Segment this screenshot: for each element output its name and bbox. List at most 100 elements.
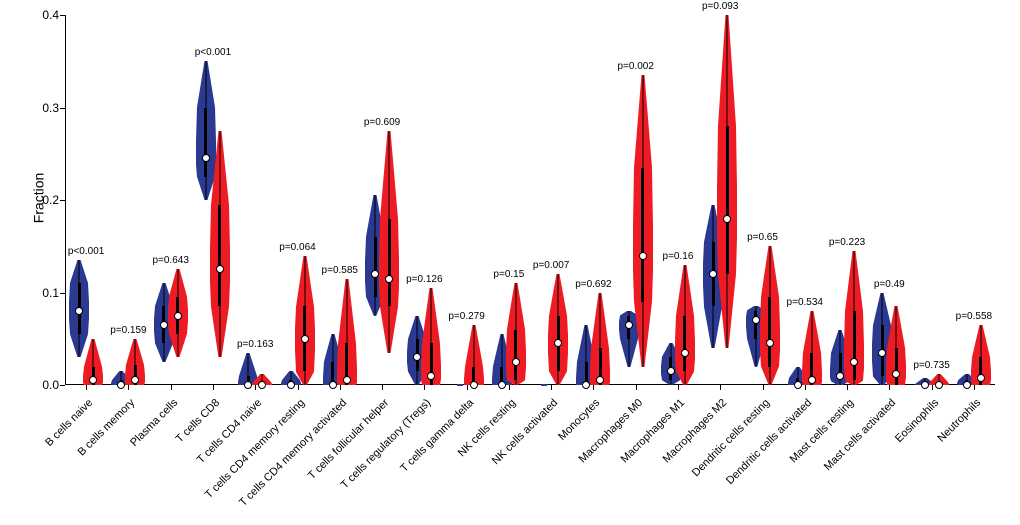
x-tick-mark [763,385,764,390]
x-tick-mark [720,385,721,390]
y-tick-label: 0.4 [33,8,59,22]
x-tick-mark [382,385,383,390]
x-tick-mark [171,385,172,390]
p-value-label: p=0.49 [874,279,905,290]
p-value-label: p=0.223 [829,237,865,248]
p-value-label: p=0.558 [956,311,992,322]
iqr-b-15 [726,126,729,274]
y-tick-label: 0.0 [33,378,59,392]
median-a-3 [202,154,210,162]
x-tick-mark [932,385,933,390]
median-b-17 [808,376,816,384]
x-tick-mark [551,385,552,390]
x-tick-mark [424,385,425,390]
median-b-14 [681,349,689,357]
p-value-label: p=0.609 [364,117,400,128]
p-value-label: p=0.093 [702,1,738,12]
median-a-0 [75,307,83,315]
median-a-12 [582,381,590,389]
y-tick-mark [60,108,65,109]
p-value-label: p<0.001 [68,246,104,257]
median-a-2 [160,321,168,329]
x-tick-mark [298,385,299,390]
median-a-21 [963,381,971,389]
p-value-label: p=0.279 [448,311,484,322]
y-tick-label: 0.1 [33,286,59,300]
median-b-18 [850,358,858,366]
p-value-label: p=0.643 [152,255,188,266]
iqr-b-13 [641,168,644,302]
iqr-b-10 [514,330,517,381]
median-b-2 [174,312,182,320]
p-value-label: p=0.126 [406,274,442,285]
x-tick-mark [340,385,341,390]
median-a-20 [921,381,929,389]
iqr-a-7 [374,237,377,297]
median-b-3 [216,265,224,273]
median-a-13 [625,321,633,329]
x-tick-mark [974,385,975,390]
median-b-0 [89,376,97,384]
iqr-b-7 [388,219,391,307]
x-tick-mark [213,385,214,390]
median-b-10 [512,358,520,366]
median-b-21 [977,374,985,382]
x-tick-mark [805,385,806,390]
violin-a-11 [541,384,547,386]
x-tick-mark [847,385,848,390]
median-a-17 [794,381,802,389]
median-a-19 [878,349,886,357]
iqr-b-16 [768,297,771,366]
median-b-13 [639,252,647,260]
x-tick-mark [889,385,890,390]
x-tick-mark [86,385,87,390]
p-value-label: p=0.16 [663,251,694,262]
y-tick-label: 0.2 [33,193,59,207]
y-tick-mark [60,293,65,294]
iqr-a-16 [754,311,757,339]
x-tick-mark [467,385,468,390]
median-a-6 [329,381,337,389]
median-b-9 [470,381,478,389]
y-tick-label: 0.3 [33,101,59,115]
median-b-6 [343,376,351,384]
violin-a-9 [457,384,463,386]
p-value-label: p=0.735 [913,360,949,371]
x-tick-mark [128,385,129,390]
median-a-14 [667,367,675,375]
iqr-b-3 [218,205,221,307]
median-a-8 [413,353,421,361]
p-value-label: p=0.692 [575,279,611,290]
x-tick-mark [255,385,256,390]
median-b-5 [301,335,309,343]
median-b-15 [723,215,731,223]
iqr-b-14 [683,316,686,372]
iqr-a-3 [204,108,207,177]
violin-chart: Fraction 0.00.10.20.30.4p<0.001B cells n… [0,0,1020,525]
p-value-label: p=0.002 [617,61,653,72]
iqr-b-19 [895,348,898,385]
iqr-b-18 [853,311,856,380]
median-b-20 [935,381,943,389]
median-a-16 [752,316,760,324]
median-b-12 [596,376,604,384]
p-value-label: p=0.15 [493,269,524,280]
median-b-19 [892,370,900,378]
x-tick-mark [593,385,594,390]
y-tick-mark [60,200,65,201]
median-b-8 [427,372,435,380]
p-value-label: p=0.534 [787,297,823,308]
y-tick-mark [60,385,65,386]
median-a-15 [709,270,717,278]
x-tick-mark [636,385,637,390]
median-a-5 [287,381,295,389]
median-b-7 [385,275,393,283]
median-b-4 [258,381,266,389]
p-value-label: p<0.001 [195,47,231,58]
p-value-label: p=0.007 [533,260,569,271]
median-a-10 [498,381,506,389]
median-b-1 [131,376,139,384]
x-tick-mark [678,385,679,390]
median-b-16 [766,339,774,347]
p-value-label: p=0.163 [237,339,273,350]
